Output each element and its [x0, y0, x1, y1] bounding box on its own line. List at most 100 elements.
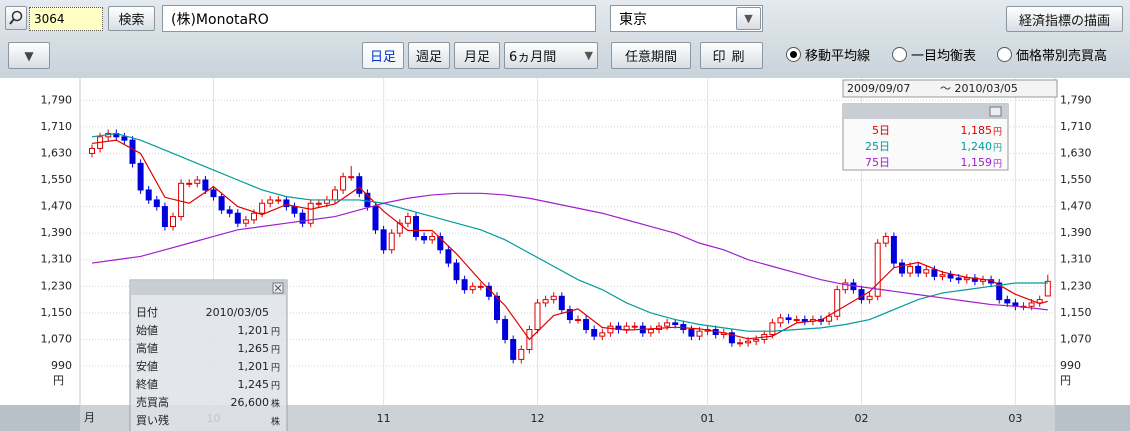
x-tick-label: 03	[1008, 412, 1022, 425]
candle-body	[372, 206, 379, 231]
candle-body	[826, 315, 833, 322]
tooltip-box	[129, 279, 288, 431]
candle-body	[753, 338, 760, 342]
tooltip-label: 買い残	[136, 413, 169, 427]
print-button[interactable]: 印刷	[700, 42, 763, 69]
candle-body	[575, 319, 581, 322]
candle-body	[404, 216, 411, 224]
candle-body	[137, 162, 144, 191]
candle-body	[437, 235, 444, 251]
candle-body	[153, 199, 160, 208]
x-tick-label: 01	[701, 412, 715, 425]
y-tick-label: 1,230	[41, 279, 73, 292]
candle-body	[413, 216, 419, 237]
candle-body	[445, 249, 452, 264]
y-tick-label: 1,390	[41, 226, 73, 239]
candle-body	[785, 317, 792, 321]
y-tick-label: 1,310	[1060, 253, 1092, 266]
candle-body	[1044, 280, 1051, 297]
period-monthly[interactable]: 月足	[454, 42, 500, 69]
candle-body	[696, 330, 703, 337]
tooltip-unit: 円	[271, 327, 280, 338]
candle-body	[566, 309, 573, 321]
candle-body	[510, 338, 517, 360]
legend-name: 5日	[872, 124, 890, 137]
candle-body	[834, 289, 841, 317]
indicator-radio[interactable]: 価格帯別売買高	[997, 45, 1107, 64]
candle-body	[275, 199, 282, 202]
candle-body	[315, 202, 322, 205]
candle-body	[178, 182, 185, 218]
candle-body	[534, 302, 541, 331]
y-tick-label: 1,390	[1060, 226, 1092, 239]
candle-body	[842, 282, 849, 291]
candle-body	[882, 235, 889, 244]
candle-body	[591, 329, 598, 337]
candle-body	[259, 202, 266, 214]
candle-body	[291, 206, 298, 214]
toolbar: 3064 検索 (株)MonotaRO 東京 ▼ 経済指標の描画 ▼ 日足 週足…	[0, 0, 1130, 78]
candle-body	[599, 332, 606, 337]
company-field[interactable]: (株)MonotaRO	[162, 5, 596, 32]
tooltip-value: 1,201	[238, 324, 270, 337]
x-axis-label: 月	[84, 411, 95, 424]
candle-body	[631, 325, 638, 328]
market-dropdown[interactable]: ▼	[736, 7, 761, 30]
y-unit: 円	[53, 374, 64, 387]
period-weekly[interactable]: 週足	[408, 42, 450, 69]
y-tick-label: 1,230	[1060, 279, 1092, 292]
candle-body	[461, 279, 468, 291]
candle-body	[210, 189, 217, 198]
period-daily[interactable]: 日足	[362, 42, 404, 69]
economic-button[interactable]: 経済指標の描画	[1006, 6, 1123, 32]
y-tick-label: 1,710	[1060, 120, 1092, 133]
candle-body	[931, 269, 938, 277]
candle-body	[453, 262, 460, 281]
tooltip-value: 26,600	[231, 396, 270, 409]
candle-body	[745, 340, 752, 344]
range-select[interactable]: 6ヵ月間 ▼	[504, 42, 598, 69]
legend-minimize[interactable]	[989, 106, 1002, 117]
search-button[interactable]: 検索	[108, 6, 155, 31]
moving-average-line	[91, 139, 1048, 341]
candle-body	[583, 319, 590, 331]
legend-name: 75日	[865, 156, 890, 169]
candle-body	[218, 196, 225, 211]
legend-header	[843, 104, 1008, 119]
legend-value: 1,159	[961, 156, 993, 169]
candle-body	[1004, 299, 1011, 304]
candle-body	[283, 199, 290, 208]
custom-button[interactable]: 任意期間	[611, 42, 691, 69]
candle-body	[542, 299, 549, 304]
legend-value: 1,185	[961, 124, 993, 137]
indicator-label: 移動平均線	[805, 49, 871, 64]
y-unit: 円	[1060, 374, 1071, 387]
candle-body	[307, 202, 314, 224]
candle-body	[89, 147, 95, 154]
candle-body	[866, 295, 873, 301]
code-input[interactable]: 3064	[29, 7, 103, 31]
date-to: ～ 2010/03/05	[940, 82, 1018, 95]
indicator-radio[interactable]: 一目均衡表	[892, 45, 976, 64]
candle-body	[502, 319, 509, 340]
y-tick-label: 1,550	[1060, 173, 1092, 186]
candle-body	[955, 277, 962, 281]
candle-body	[923, 269, 930, 274]
tooltip-unit: 株	[271, 416, 280, 428]
search-icon[interactable]	[5, 6, 27, 30]
candle-body	[242, 219, 249, 224]
menu-dropdown[interactable]: ▼	[8, 42, 50, 69]
candle-body	[899, 262, 905, 274]
candle-body	[332, 189, 338, 201]
tooltip-label: 売買高	[136, 395, 169, 409]
candle-body	[737, 342, 743, 345]
date-range-box	[842, 79, 1058, 98]
candle-body	[396, 222, 403, 234]
candle-body	[550, 295, 557, 301]
candle-body	[388, 232, 395, 251]
tooltip-value: 1,201	[238, 360, 270, 373]
indicator-radio[interactable]: 移動平均線	[786, 45, 870, 64]
tooltip-label: 安値	[136, 360, 158, 373]
